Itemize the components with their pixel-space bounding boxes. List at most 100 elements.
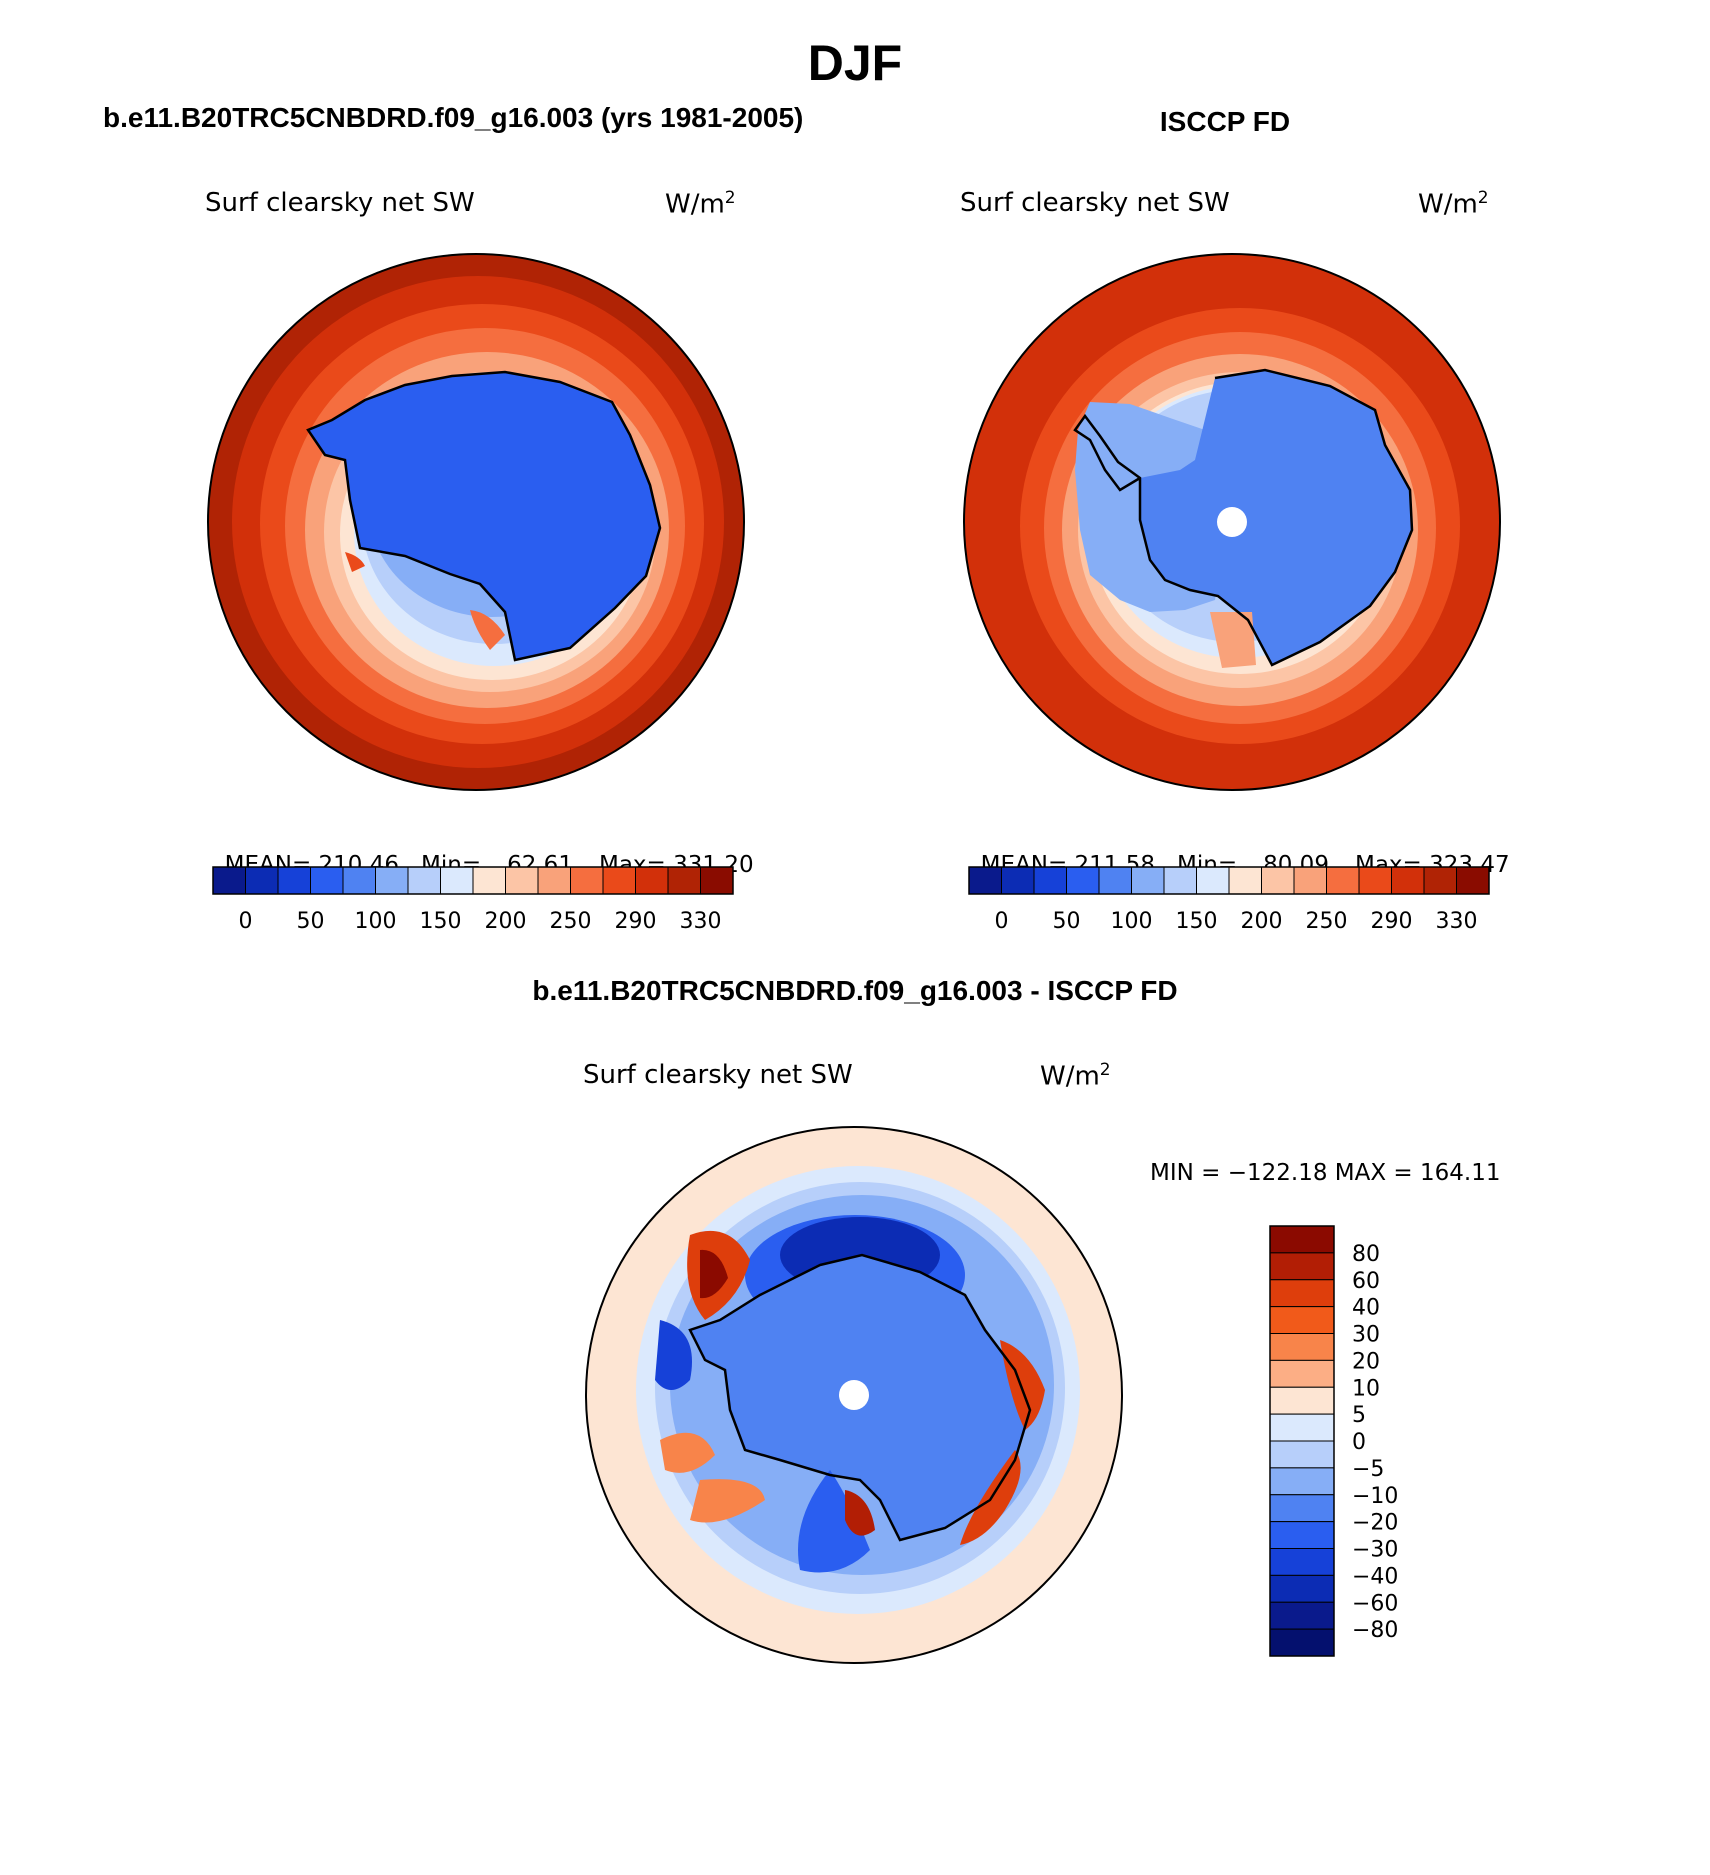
panel-heading-obs: ISCCP FD [1159,106,1291,137]
colorbar-swatch [1358,866,1392,895]
pole-hole [1217,507,1247,537]
colorbar-tick-label: 150 [420,909,462,934]
colorbar-tick-label: 250 [1306,909,1348,934]
colorbar-swatch [1033,866,1067,895]
anomaly-patch [655,1320,692,1390]
map-model [207,253,745,791]
colorbar-swatch [407,866,441,895]
units-label-diff: W/m2 [1040,1060,1111,1092]
colorbar-tick-label: 250 [550,909,592,934]
colorbar-swatch [1269,1601,1335,1630]
colorbar-swatch [375,866,409,895]
colorbar-tick-label: −10 [1352,1484,1398,1509]
antarctica-fill [1140,370,1412,665]
colorbar-swatch [667,866,701,895]
colorbar-tick-label: −30 [1352,1538,1398,1563]
colorbar-tick-label: 200 [1241,909,1283,934]
colorbar-swatch [1066,866,1100,895]
anomaly-patch [660,1432,715,1473]
pole-hole [839,1380,869,1410]
colorbar-swatch [245,866,279,895]
colorbar-swatch [1269,1279,1335,1308]
units-exp-diff: 2 [1099,1060,1111,1080]
colorbar-tick-label: 0 [995,909,1009,934]
anomaly-patch [345,552,365,572]
colorbar-swatch [1269,1628,1335,1657]
colorbar-obs: 0 50 100 150 200 250 290 330 [968,866,1490,934]
units-base-obs: W/m [1418,189,1478,220]
anomaly-patch [700,1249,728,1299]
colorbar-tick-label: 30 [1352,1323,1380,1348]
colorbar-swatch [1269,1494,1335,1523]
colorbar-swatch [1269,1386,1335,1415]
colorbar-swatch [1269,1306,1335,1334]
colorbar-swatch [1269,1333,1335,1361]
anomaly-patch [845,1490,875,1536]
map-border [207,253,745,791]
colorbar-swatch [1456,866,1490,895]
colorbar-tick-label: 200 [485,909,527,934]
colorbar-frame [968,866,1490,895]
colorbar-tick-label: 150 [1176,909,1218,934]
coastline [688,1253,1032,1542]
colorbar-tick-label: −5 [1352,1457,1384,1482]
colorbar-tick-label: 290 [615,909,657,934]
colorbar-swatch [1163,866,1197,895]
anomaly-patch [470,610,505,650]
units-label-model: W/m2 [665,188,736,220]
colorbar-tick-label: 330 [680,909,722,934]
colorbar-swatch [342,866,376,895]
panel-heading-diff: b.e11.B20TRC5CNBDRD.f09_g16.003 - ISCCP … [532,975,1178,1006]
colorbar-swatch [277,866,311,895]
colorbar-swatch [472,866,506,895]
colorbar-swatch [1293,866,1327,895]
colorbar-frame [1269,1225,1335,1657]
anomaly-patch [1210,612,1256,668]
colorbar-swatch [1391,866,1425,895]
colorbar-swatch [1326,866,1360,895]
colorbar-swatch [212,866,246,895]
colorbar-swatch [1269,1521,1335,1549]
colorbar-swatch [1269,1548,1335,1576]
colorbar-swatch [1261,866,1295,895]
coastline [1073,368,1414,667]
colorbar-swatch [700,866,734,895]
colorbar-tick-label: 100 [1111,909,1153,934]
colorbar-swatch [1228,866,1262,895]
colorbar-swatch [968,866,1002,895]
colorbar-swatch [570,866,604,895]
colorbar-swatch [1098,866,1132,895]
anomaly-patch [690,1479,765,1523]
colorbar-tick-label: 80 [1352,1242,1380,1267]
colorbar-tick-label: 60 [1352,1269,1380,1294]
colorbar-frame [212,866,734,895]
figure-title: DJF [807,35,903,91]
colorbar-tick-label: 10 [1352,1376,1380,1401]
colorbar-tick-label: 50 [297,909,325,934]
colorbar-tick-label: 100 [355,909,397,934]
colorbar-swatch [1196,866,1230,895]
colorbar-swatch [310,866,344,895]
map-obs [963,253,1501,791]
colorbar-swatch [1001,866,1035,895]
colorbar-tick-label: −40 [1352,1564,1398,1589]
colorbar-swatch [440,866,474,895]
colorbar-swatch [1269,1359,1335,1388]
colorbar-swatch [1269,1225,1335,1254]
colorbar-swatch [1269,1440,1335,1469]
antarctica-fill [308,372,660,660]
map-border [585,1126,1123,1664]
colorbar-tick-label: 40 [1352,1296,1380,1321]
colorbar-swatch [1269,1574,1335,1603]
colorbar-swatch [505,866,539,895]
colorbar-tick-label: −20 [1352,1511,1398,1536]
colorbar-tick-label: 0 [239,909,253,934]
colorbar-swatch [1423,866,1457,895]
colorbar-swatch [537,866,571,895]
units-exp-obs: 2 [1477,188,1489,208]
colorbar-tick-label: 20 [1352,1349,1380,1374]
colorbar-tick-label: 5 [1352,1403,1366,1428]
colorbar-model: 0 50 100 150 200 250 290 330 [212,866,734,934]
